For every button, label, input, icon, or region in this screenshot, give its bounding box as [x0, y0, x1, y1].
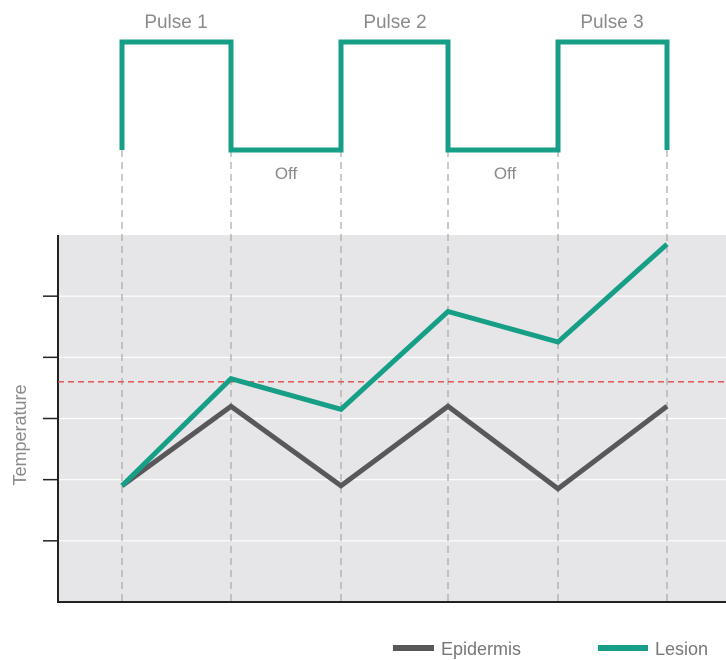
pulse-label-2: Pulse 2: [363, 12, 426, 33]
legend-label-epidermis: Epidermis: [441, 639, 521, 659]
pulse-label-3: Pulse 3: [580, 12, 643, 33]
y-ticks: [43, 295, 58, 542]
pulse-guides: [121, 150, 668, 602]
off-label-2: Off: [494, 164, 517, 183]
pulse-waveform: [119, 39, 670, 153]
y-axis-label: Temperature: [10, 384, 30, 485]
legend: Epidermis Lesion: [393, 639, 708, 659]
epidermis-line: [120, 403, 669, 492]
pulse-label-1: Pulse 1: [144, 12, 207, 33]
lesion-line: [120, 242, 669, 488]
legend-label-lesion: Lesion: [655, 639, 708, 659]
grid-lines: [58, 295, 726, 542]
off-label-1: Off: [275, 164, 298, 183]
